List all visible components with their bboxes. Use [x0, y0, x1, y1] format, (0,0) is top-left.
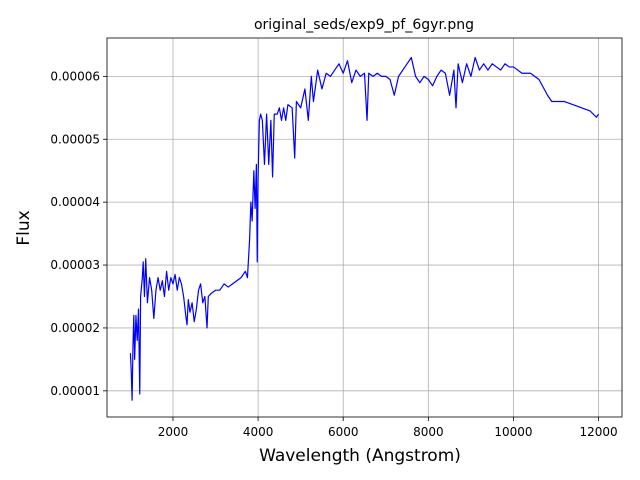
data-line	[129, 56, 600, 401]
axes-frame	[106, 37, 623, 418]
y-tick-label: 0.00002	[50, 321, 100, 335]
x-tick-label: 4000	[243, 425, 274, 439]
y-tick-label: 0.00004	[50, 195, 100, 209]
x-tick-label: 8000	[413, 425, 444, 439]
x-tick-label: 2000	[158, 425, 189, 439]
y-tick-label: 0.00006	[50, 69, 100, 83]
y-axis-label: Flux	[14, 210, 34, 245]
x-axis-label: Wavelength (Angstrom)	[259, 446, 461, 466]
x-tick-label: 12000	[579, 425, 617, 439]
x-tick-label: 6000	[328, 425, 359, 439]
y-tick-label: 0.00001	[50, 384, 100, 398]
chart-title: original_seds/exp9_pf_6gyr.png	[254, 17, 474, 33]
y-tick-label: 0.00005	[50, 132, 100, 146]
x-tick-label: 10000	[494, 425, 532, 439]
y-tick-label: 0.00003	[50, 258, 100, 272]
